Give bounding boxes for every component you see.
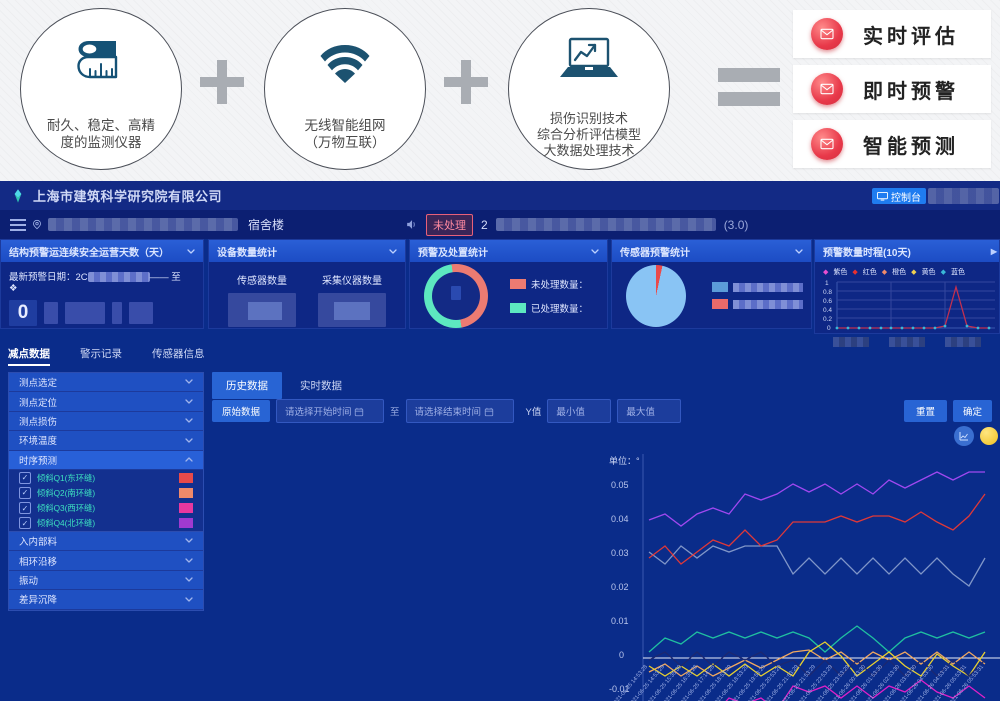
svg-text:1: 1 xyxy=(825,280,829,287)
svg-text:0.2: 0.2 xyxy=(823,316,832,323)
svg-text:0.04: 0.04 xyxy=(611,514,629,524)
svg-text:0.6: 0.6 xyxy=(823,298,832,305)
svg-text:0.8: 0.8 xyxy=(823,289,832,296)
svg-text:0.4: 0.4 xyxy=(823,307,832,314)
svg-text:0.05: 0.05 xyxy=(611,480,629,490)
svg-text:0.03: 0.03 xyxy=(611,548,629,558)
svg-text:0.01: 0.01 xyxy=(611,616,629,626)
svg-text:0: 0 xyxy=(827,325,831,332)
svg-text:0: 0 xyxy=(619,650,624,660)
svg-text:0.02: 0.02 xyxy=(611,582,629,592)
